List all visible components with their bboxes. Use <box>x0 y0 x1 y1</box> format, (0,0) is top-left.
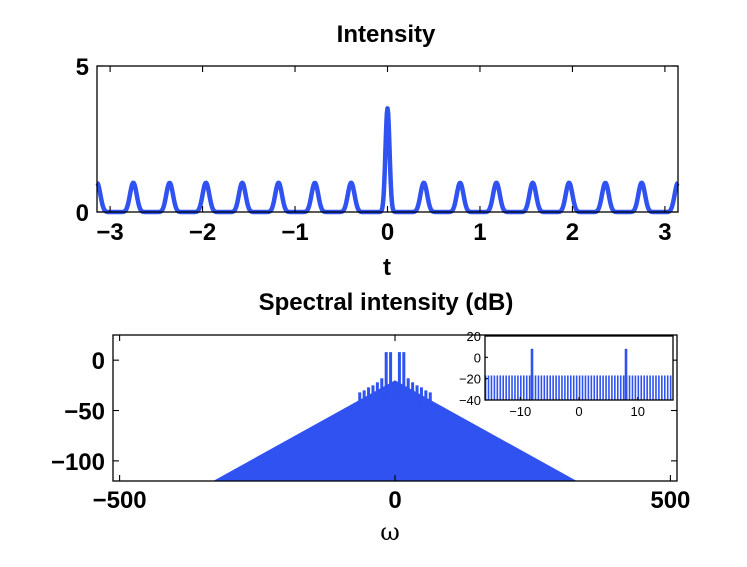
inset-y-ticks: 20 0 −20 −40 <box>459 329 488 408</box>
spectrum-envelope <box>213 380 577 481</box>
inset-y-tick-label: −40 <box>459 393 481 408</box>
spectrum-panel: Spectral intensity (dB) −500 0 500 0 −50 −10… <box>51 289 690 546</box>
spectrum-plot-area <box>213 352 577 481</box>
spectrum-xlabel: ω <box>380 518 400 546</box>
inset-plot-area <box>484 348 672 400</box>
intensity-x-tick-label: −1 <box>281 219 308 246</box>
spectrum-x-tick-label: 500 <box>650 487 690 514</box>
inset-y-tick-label: −20 <box>459 372 481 387</box>
spectrum-y-ticks: 0−50−100 <box>51 348 677 476</box>
intensity-y-tick-label: 0 <box>76 200 89 227</box>
intensity-plot-area <box>95 106 680 215</box>
spectrum-x-tick-label: −500 <box>93 487 147 514</box>
inset-y-tick-label: 0 <box>474 350 481 365</box>
intensity-x-ticks: −3 −2 −1 0 1 2 3 <box>96 66 672 246</box>
intensity-panel: Intensity −3 −2 −1 0 1 2 3 05 t <box>76 21 680 281</box>
spectrum-x-tick-label: 0 <box>388 487 401 514</box>
inset-x-tick-label: 10 <box>631 404 645 419</box>
intensity-series-line <box>95 106 680 215</box>
intensity-x-tick-label: 0 <box>381 219 394 246</box>
spectrum-title: Spectral intensity (dB) <box>259 289 514 316</box>
spectrum-x-ticks: −500 0 500 <box>93 335 690 514</box>
intensity-x-tick-label: −3 <box>96 219 123 246</box>
spectrum-inset: −10 0 10 20 0 −20 −40 <box>459 329 674 419</box>
spectrum-y-tick-label: −100 <box>51 449 105 476</box>
inset-x-tick-label: −10 <box>509 404 531 419</box>
inset-x-ticks: −10 0 10 <box>509 397 645 419</box>
intensity-x-tick-label: −2 <box>189 219 216 246</box>
intensity-x-tick-label: 3 <box>658 219 671 246</box>
spectrum-y-tick-label: −50 <box>64 399 105 426</box>
intensity-x-tick-label: 2 <box>566 219 579 246</box>
intensity-x-tick-label: 1 <box>473 219 486 246</box>
intensity-title: Intensity <box>337 21 436 48</box>
inset-y-tick-label: 20 <box>467 329 481 344</box>
intensity-y-ticks: 05 <box>76 54 678 227</box>
intensity-xlabel: t <box>383 254 391 281</box>
inset-x-tick-label: 0 <box>575 404 582 419</box>
intensity-y-tick-label: 5 <box>76 54 89 81</box>
spectrum-y-tick-label: 0 <box>92 348 105 375</box>
